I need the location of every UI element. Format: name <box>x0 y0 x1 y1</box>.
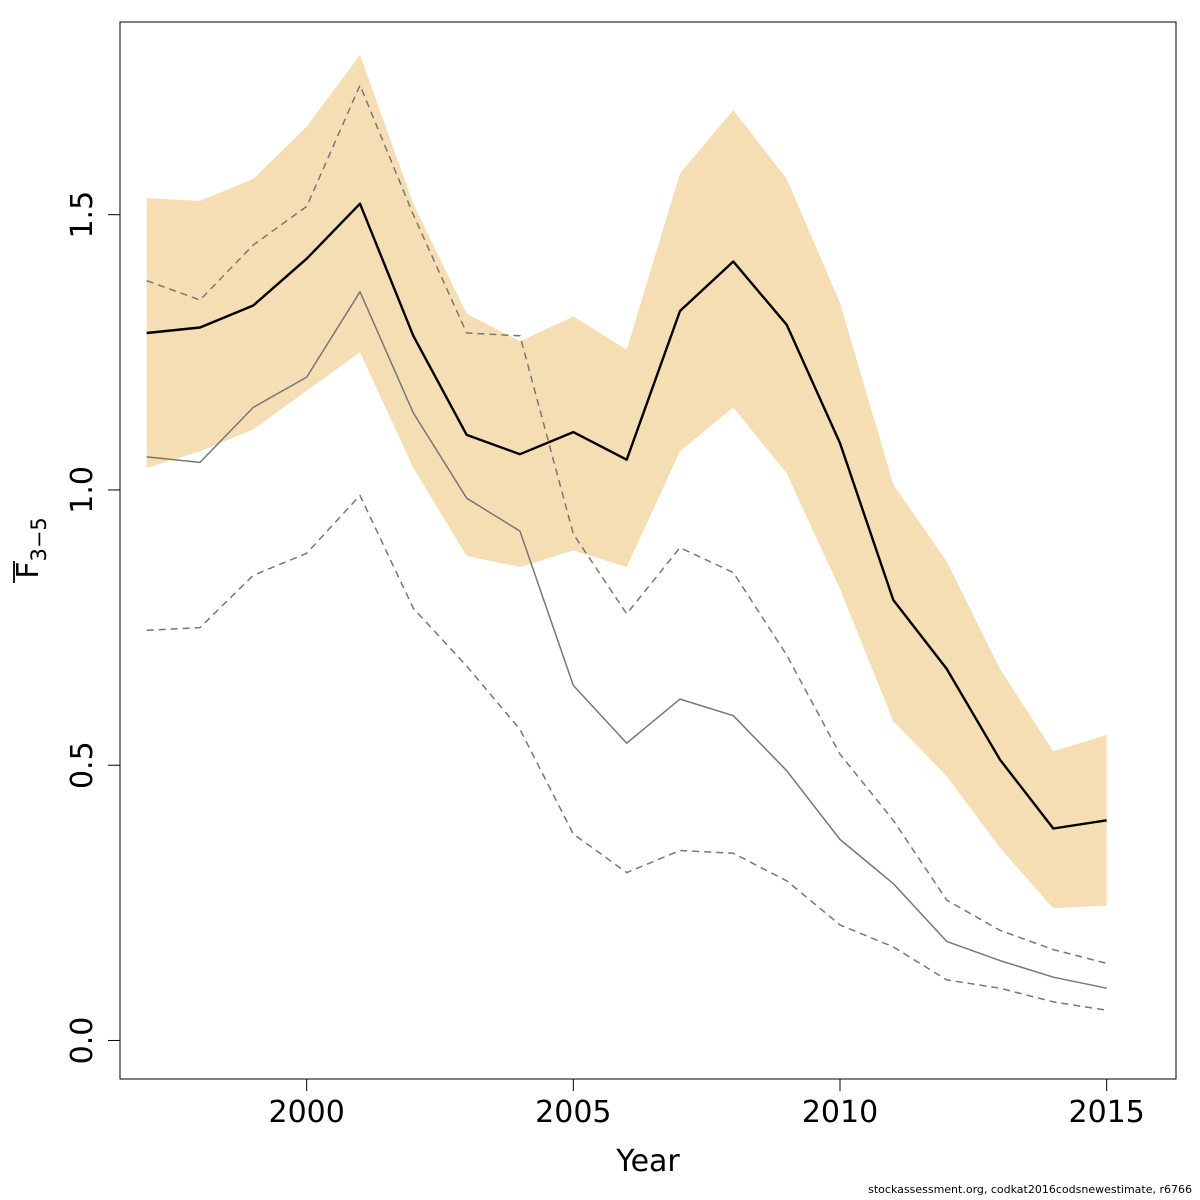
y-axis-label-subscript: 3−5 <box>27 517 51 561</box>
x-tick-label-2005: 2005 <box>535 1095 611 1130</box>
previous-bound-dashed-line-3 <box>146 494 1107 1011</box>
previous-bound-dashed-line-2 <box>146 84 1107 965</box>
x-axis: 2000 2005 2010 2015 <box>268 1078 1145 1130</box>
y-axis-label-main: F <box>11 562 46 579</box>
y-tick-label-2: 1.0 <box>65 466 100 514</box>
y-tick-label-3: 1.5 <box>65 191 100 239</box>
y-axis: 0.0 0.5 1.0 1.5 <box>65 191 121 1065</box>
x-axis-label: Year <box>615 1144 680 1179</box>
estimate-line-0 <box>146 202 1107 830</box>
x-tick-label-2000: 2000 <box>268 1095 344 1130</box>
x-tick-label-2015: 2015 <box>1068 1095 1144 1130</box>
confidence-band <box>146 55 1107 909</box>
x-tick-label-2010: 2010 <box>802 1095 878 1130</box>
series-lines-layer <box>146 84 1107 1011</box>
previous-estimate-line-1 <box>146 291 1107 989</box>
y-axis-label: F3−5 <box>11 517 51 583</box>
y-tick-label-1: 0.5 <box>65 741 100 789</box>
footer-source-text: stockassessment.org, codkat2016codsnewes… <box>868 1183 1192 1196</box>
y-tick-label-0: 0.0 <box>65 1017 100 1065</box>
svg-text:F3−5: F3−5 <box>11 517 51 579</box>
confidence-band-layer <box>146 55 1107 909</box>
